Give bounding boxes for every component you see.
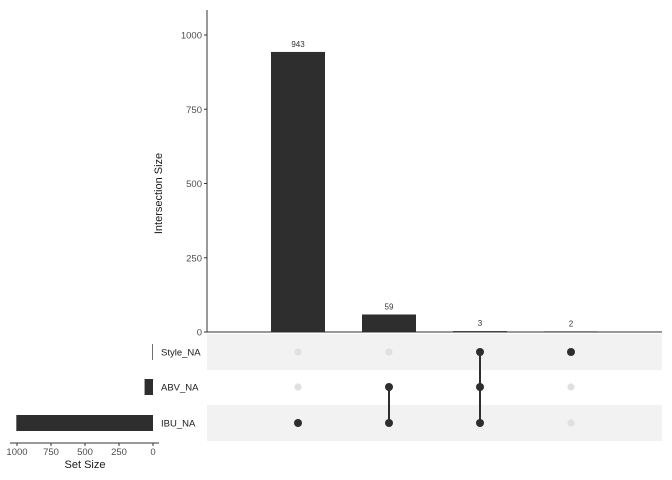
matrix-dot-abv-na-3 [476, 383, 484, 391]
y-tick-label-1000: 1000 [181, 31, 202, 42]
matrix-dot-abv-na-943 [294, 383, 302, 391]
matrix-dot-style-na-59 [385, 348, 393, 356]
set-size-tick-label-0: 0 [150, 447, 155, 458]
set-size-title: Set Size [65, 459, 106, 471]
y-tick-label-0: 0 [197, 328, 202, 339]
intersection-bars [271, 51, 598, 333]
matrix-dot-ibu-na-2 [567, 419, 575, 427]
matrix-dot-abv-na-59 [385, 383, 393, 391]
matrix-stripe-style-na [207, 334, 662, 370]
matrix-dot-style-na-3 [476, 348, 484, 356]
set-label-abv-na: ABV_NA [161, 383, 199, 394]
y-tick-label-750: 750 [186, 105, 202, 116]
y-axis-title: Intersection Size [153, 153, 165, 234]
y-tick-label-250: 250 [186, 253, 202, 264]
matrix-dot-ibu-na-59 [385, 419, 393, 427]
intersection-bar-59 [362, 314, 416, 332]
y-tick-label-500: 500 [186, 179, 202, 190]
set-size-tick-label-500: 500 [77, 447, 93, 458]
intersection-bar-label-2: 2 [569, 319, 574, 328]
matrix-dot-ibu-na-3 [476, 419, 484, 427]
intersection-bar-2 [544, 331, 598, 333]
matrix-dot-ibu-na-943 [294, 419, 302, 427]
set-size-tick-label-250: 250 [111, 447, 127, 458]
set-label-ibu-na: IBU_NA [161, 419, 196, 430]
set-size-tick-label-750: 750 [43, 447, 59, 458]
matrix-dot-style-na-2 [567, 348, 575, 356]
set-labels: Style_NA ABV_NA IBU_NA [161, 348, 201, 430]
matrix-dot-abv-na-2 [567, 383, 575, 391]
intersection-bar-label-3: 3 [478, 319, 483, 328]
intersection-bar-3 [453, 331, 507, 333]
intersection-matrix [294, 348, 575, 427]
set-size-bar-style-na [152, 344, 153, 360]
set-size-bars [16, 344, 153, 431]
matrix-stripe-ibu-na [207, 405, 662, 441]
intersection-axis: 0 250 500 750 1000 [181, 10, 662, 339]
set-size-bar-ibu-na [16, 415, 153, 431]
set-size-bar-abv-na [144, 379, 153, 395]
intersection-bar-943 [271, 51, 325, 332]
intersection-bar-labels: 943 59 3 2 [291, 40, 573, 328]
matrix-stripes [207, 334, 662, 441]
intersection-bar-label-943: 943 [291, 40, 305, 49]
intersection-bar-label-59: 59 [385, 302, 394, 311]
set-size-tick-label-1000: 1000 [6, 447, 27, 458]
matrix-dot-style-na-943 [294, 348, 302, 356]
set-size-axis: 1000 750 500 250 0 [6, 442, 159, 458]
set-label-style-na: Style_NA [161, 348, 201, 359]
